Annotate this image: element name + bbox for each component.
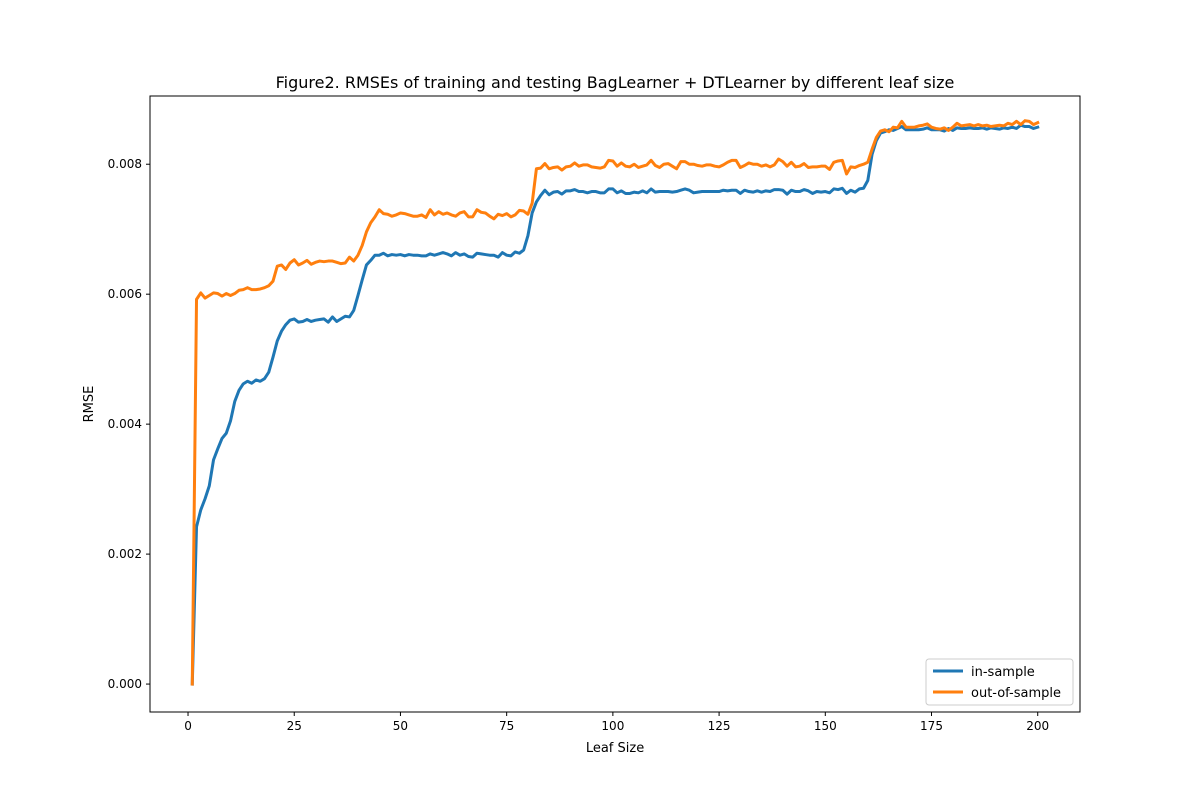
series-line-out-of-sample — [190, 119, 1040, 686]
x-tick-label: 200 — [1026, 719, 1049, 733]
plot-area — [150, 96, 1080, 712]
y-tick-label: 0.004 — [108, 417, 142, 431]
y-tick-label: 0.008 — [108, 157, 142, 171]
x-axis-ticks: 0 25 50 75 100 125 150 175 200 — [184, 712, 1049, 733]
x-tick-label: 125 — [708, 719, 731, 733]
y-tick-label: 0.006 — [108, 287, 142, 301]
series-layer — [190, 119, 1040, 686]
x-tick-label: 25 — [287, 719, 302, 733]
legend-label-out-of-sample: out-of-sample — [971, 686, 1061, 701]
x-tick-label: 175 — [920, 719, 943, 733]
legend-label-in-sample: in-sample — [971, 665, 1035, 680]
x-axis-label: Leaf Size — [586, 741, 644, 756]
y-axis-label: RMSE — [82, 386, 97, 423]
legend: in-sample out-of-sample — [925, 658, 1074, 706]
y-tick-label: 0.000 — [108, 677, 142, 691]
y-tick-label: 0.002 — [108, 547, 142, 561]
plot-background — [150, 96, 1080, 712]
y-axis-ticks: 0.000 0.002 0.004 0.006 0.008 — [108, 157, 150, 691]
chart-title: Figure2. RMSEs of training and testing B… — [276, 73, 955, 92]
x-tick-label: 100 — [601, 719, 624, 733]
x-tick-label: 50 — [393, 719, 408, 733]
x-tick-label: 0 — [184, 719, 192, 733]
x-tick-label: 150 — [814, 719, 837, 733]
x-tick-label: 75 — [499, 719, 514, 733]
plot-frame — [149, 95, 1081, 713]
